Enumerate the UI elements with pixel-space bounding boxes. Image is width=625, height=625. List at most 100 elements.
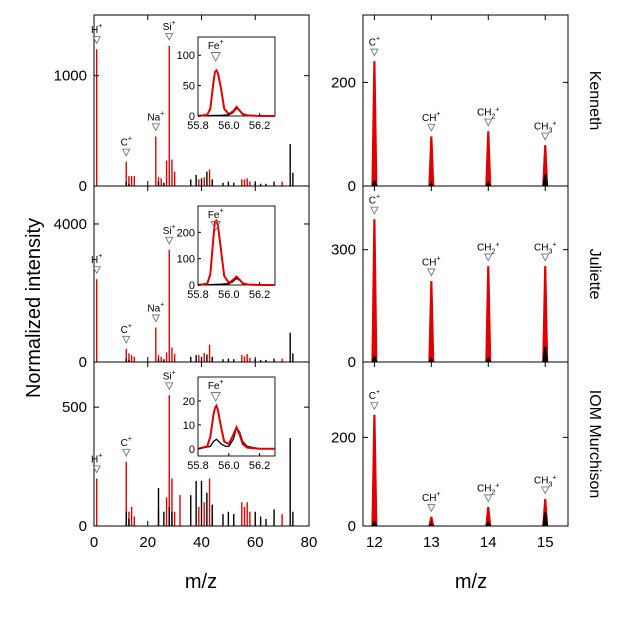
peak-red-1: [428, 281, 435, 363]
ion-label: C+: [369, 36, 380, 49]
ion-label-sub: 2: [492, 249, 496, 256]
ion-label-sup: +: [552, 121, 556, 128]
inset-ion-label: Fe+: [208, 208, 224, 221]
ion-label-sup: +: [160, 301, 164, 308]
x-tick-label: 0: [90, 534, 98, 551]
inset-x-tick-label: 55.8: [187, 289, 208, 301]
ion-label-text: C: [369, 391, 376, 402]
ion-label-sub: 2: [492, 489, 496, 496]
ion-label: CH3+: [534, 121, 556, 135]
ion-label: Si+: [163, 224, 176, 237]
y-tick-label: 300: [331, 242, 356, 259]
x-axis-label-right: m/z: [455, 571, 487, 593]
peak-red-2: [485, 131, 492, 187]
ion-label-text: C: [121, 438, 128, 449]
inset-curve-red: [197, 403, 275, 450]
inset-ion-label-sup: +: [219, 39, 223, 46]
ion-label-sub: 3: [548, 249, 552, 256]
ion-label-text: CH: [422, 493, 436, 504]
peak-red-0: [371, 219, 378, 363]
ion-label-text: CH: [477, 483, 491, 494]
sample-name: Juliette: [586, 249, 603, 300]
y-tick-label: 1000: [54, 68, 87, 85]
inset-y-tick-label: 0: [189, 111, 195, 123]
ion-label-sup: +: [98, 452, 102, 459]
y-tick-label: 0: [79, 354, 87, 371]
inset-ion-label-sup: +: [219, 208, 223, 215]
ion-label: CH2+: [477, 482, 499, 496]
inset-y-tick-label: 100: [177, 254, 195, 266]
inset-ion-label: Fe+: [208, 39, 224, 52]
ion-label: C+: [121, 436, 132, 449]
sample-name: IOM Murchison: [586, 390, 603, 498]
x-tick-label: 80: [301, 534, 318, 551]
inset-y-tick-label: 50: [183, 81, 195, 93]
inset-marker: [210, 221, 221, 232]
ion-label-text: CH: [422, 257, 436, 268]
inset-x-tick-label: 55.8: [187, 120, 208, 132]
ion-label-sup: +: [376, 194, 380, 201]
inset: 0 100 200 55.8 56.0 56.2 Fe+: [177, 205, 276, 301]
ion-label-text: CH: [534, 475, 548, 486]
peak-red-2: [485, 266, 492, 363]
inset-marker: [210, 52, 221, 63]
peak-marker: [92, 36, 101, 45]
ion-label-text: H: [91, 255, 98, 266]
y-tick-label: 0: [348, 178, 356, 195]
inset-x-tick-label: 56.2: [249, 120, 270, 132]
ion-label: H+: [91, 253, 102, 266]
y-tick-label: 200: [331, 74, 356, 91]
ion-label-text: H: [91, 454, 98, 465]
inset: 0 50 100 55.8 56.0 56.2 Fe+: [177, 36, 276, 132]
ion-label-sup: +: [437, 111, 441, 118]
ion-label-text: Na: [147, 303, 160, 314]
inset-x-tick-label: 56.2: [249, 460, 270, 472]
peak-marker: [151, 123, 161, 132]
peak-marker: [92, 465, 101, 474]
ion-label: Si+: [163, 20, 176, 33]
x-axis-label-left: m/z: [185, 571, 217, 593]
ion-label-text: Na: [147, 112, 160, 123]
peak-marker: [92, 266, 101, 275]
ion-label: C+: [369, 389, 380, 402]
ion-label-sub: 2: [492, 114, 496, 121]
inset-ion-label-sup: +: [219, 379, 223, 386]
ion-label-sup: +: [160, 110, 164, 117]
ion-label-text: C: [369, 38, 376, 49]
peak-marker: [122, 335, 131, 345]
ion-label-sup: +: [552, 474, 556, 481]
x-tick-label: 14: [480, 534, 497, 551]
peak-marker: [427, 504, 436, 513]
y-tick-label: 0: [348, 354, 356, 371]
y-tick-label: 4000: [54, 216, 87, 233]
peak-marker: [165, 236, 174, 245]
ion-label-text: H: [91, 25, 98, 36]
peak-marker: [427, 123, 436, 132]
ion-label-text: CH: [534, 122, 548, 133]
ion-label: CH2+: [477, 242, 499, 256]
ion-label-sup: +: [376, 389, 380, 396]
inset-ion-label-text: Fe: [208, 381, 220, 392]
ion-label-sup: +: [128, 136, 132, 143]
ion-label-sup: +: [172, 224, 176, 231]
ion-label-sub: 3: [548, 128, 552, 135]
peak-marker: [151, 314, 161, 323]
inset-y-tick-label: 200: [177, 227, 195, 239]
sample-name: Kenneth: [586, 71, 603, 131]
ion-label-sup: +: [495, 107, 499, 114]
ion-label-text: CH: [477, 243, 491, 254]
ion-label-text: CH: [534, 243, 548, 254]
peak-marker: [122, 448, 131, 457]
ion-label-sup: +: [98, 23, 102, 30]
ion-label-text: C: [369, 196, 376, 207]
ion-label-text: Si: [163, 226, 172, 237]
peak-marker: [540, 486, 550, 495]
ion-label: CH3+: [534, 242, 556, 256]
ion-label: CH+: [422, 255, 441, 268]
ion-label-sup: +: [552, 242, 556, 249]
ion-label-sup: +: [437, 255, 441, 262]
y-tick-label: 0: [79, 518, 87, 535]
x-tick-label: 15: [537, 534, 554, 551]
